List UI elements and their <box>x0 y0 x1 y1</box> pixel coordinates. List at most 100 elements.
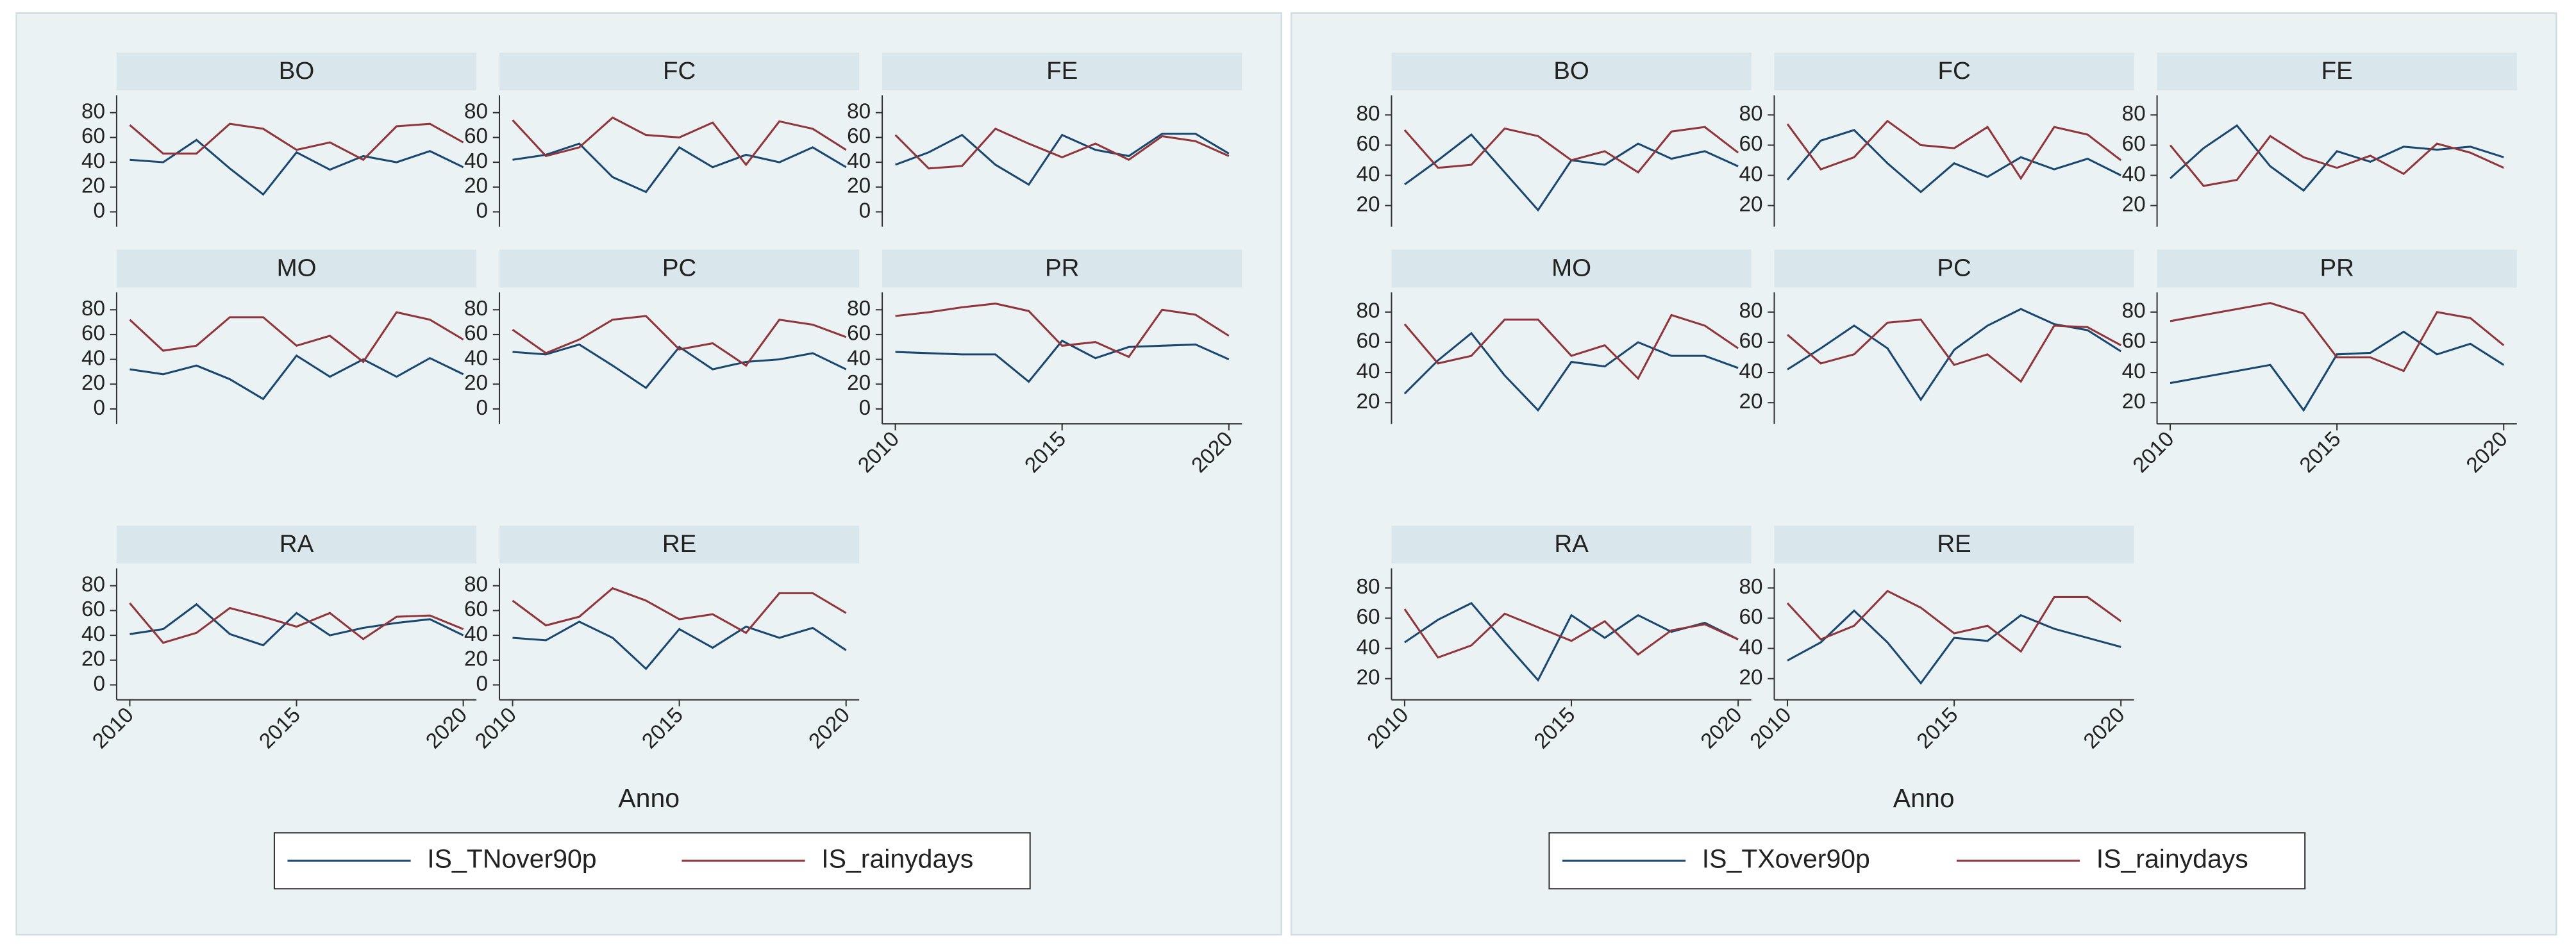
series-line <box>894 128 1230 170</box>
series-line <box>512 142 847 194</box>
y-tick-label: 20 <box>847 371 871 395</box>
y-tick-label: 60 <box>1739 132 1763 156</box>
series-line <box>129 311 464 363</box>
facet-header <box>882 53 1242 90</box>
series-line <box>129 602 464 644</box>
facet-title: PR <box>1045 254 1079 281</box>
y-tick-label: 40 <box>2122 162 2146 186</box>
facet-header <box>1774 53 2134 90</box>
facet-title: BO <box>1553 57 1589 85</box>
series-line <box>512 343 847 390</box>
graph-background <box>1290 12 2557 936</box>
y-tick-label: 60 <box>1356 132 1380 156</box>
y-tick-label: 40 <box>1739 360 1763 383</box>
y-tick-label: 40 <box>1356 162 1380 186</box>
y-tick-label: 80 <box>81 100 105 124</box>
y-tick-label: 40 <box>464 346 488 370</box>
facet-header <box>116 526 477 563</box>
series-line <box>1786 119 2122 181</box>
y-tick-label: 60 <box>81 322 105 346</box>
series-line <box>1403 313 1739 381</box>
y-tick-label: 20 <box>1739 665 1763 689</box>
legend-label: IS_rainydays <box>821 844 973 874</box>
y-tick-label: 20 <box>464 371 488 395</box>
y-tick-label: 60 <box>81 124 105 148</box>
series-line <box>512 315 847 367</box>
series-line <box>1786 129 2121 194</box>
facet-title: RE <box>1937 530 1971 558</box>
series-line <box>512 587 847 635</box>
facet-header <box>1774 526 2134 563</box>
y-tick-label: 0 <box>93 199 105 222</box>
y-tick-label: 40 <box>464 149 488 173</box>
y-tick-label: 60 <box>847 322 871 346</box>
facet-title: MO <box>277 254 317 281</box>
y-tick-label: 20 <box>81 647 105 671</box>
y-tick-label: 0 <box>859 396 871 420</box>
series-line <box>2170 302 2505 372</box>
facet-title: BO <box>279 57 315 85</box>
series-line <box>1403 126 1739 174</box>
series-line <box>1786 318 2121 383</box>
y-tick-label: 20 <box>1739 390 1763 413</box>
series-line <box>1403 608 1739 659</box>
y-tick-label: 0 <box>93 672 105 696</box>
facet-title: PC <box>662 254 696 281</box>
y-tick-label: 20 <box>81 371 105 395</box>
y-tick-label: 0 <box>476 396 489 420</box>
y-tick-label: 40 <box>81 149 105 173</box>
y-tick-label: 0 <box>476 672 489 696</box>
y-tick-label: 80 <box>81 573 105 597</box>
y-tick-label: 20 <box>464 174 488 198</box>
series-line <box>512 621 847 671</box>
y-tick-label: 40 <box>2122 360 2146 383</box>
y-tick-label: 20 <box>847 174 871 198</box>
legend-label: IS_TNover90p <box>427 844 596 874</box>
y-tick-label: 80 <box>2122 299 2146 323</box>
y-tick-label: 60 <box>1739 605 1763 629</box>
facet-header <box>1391 249 1752 288</box>
x-axis-title: Anno <box>618 783 680 813</box>
series-line <box>2169 135 2504 187</box>
y-tick-label: 20 <box>81 174 105 198</box>
y-tick-label: 80 <box>1739 102 1763 126</box>
facet-title: RA <box>280 530 314 558</box>
series-line <box>895 339 1230 383</box>
y-tick-label: 60 <box>464 597 488 621</box>
y-tick-label: 40 <box>1356 635 1380 659</box>
series-line <box>1787 609 2121 685</box>
y-tick-label: 60 <box>1356 329 1380 353</box>
facet-header <box>1391 526 1752 563</box>
y-tick-label: 40 <box>847 149 871 173</box>
y-tick-label: 60 <box>1356 605 1380 629</box>
series-line <box>1403 331 1739 412</box>
y-tick-label: 20 <box>1356 665 1380 689</box>
y-tick-label: 80 <box>847 297 871 321</box>
x-axis-title: Anno <box>1893 783 1955 813</box>
y-tick-label: 60 <box>2122 329 2146 353</box>
series-line <box>129 122 464 162</box>
series-line <box>1786 590 2122 653</box>
series-line <box>130 138 464 196</box>
facet-title: FE <box>2321 57 2353 85</box>
facet-header <box>1774 249 2134 288</box>
facet-header <box>499 53 860 90</box>
y-tick-label: 60 <box>464 322 488 346</box>
y-tick-label: 80 <box>464 297 488 321</box>
y-tick-label: 20 <box>1356 192 1380 216</box>
y-tick-label: 0 <box>476 199 489 222</box>
y-tick-label: 80 <box>1739 575 1763 599</box>
facet-title: RE <box>662 530 696 558</box>
y-tick-label: 40 <box>464 622 488 646</box>
facet-title: FC <box>1937 57 1970 85</box>
facet-header <box>116 53 477 90</box>
series-line <box>895 303 1230 358</box>
y-tick-label: 80 <box>464 100 488 124</box>
facet-header <box>882 249 1242 288</box>
facet-title: RA <box>1554 530 1589 558</box>
y-tick-label: 40 <box>1739 635 1763 659</box>
y-tick-label: 60 <box>847 124 871 148</box>
series-line <box>2170 330 2505 412</box>
y-tick-label: 60 <box>464 124 488 148</box>
